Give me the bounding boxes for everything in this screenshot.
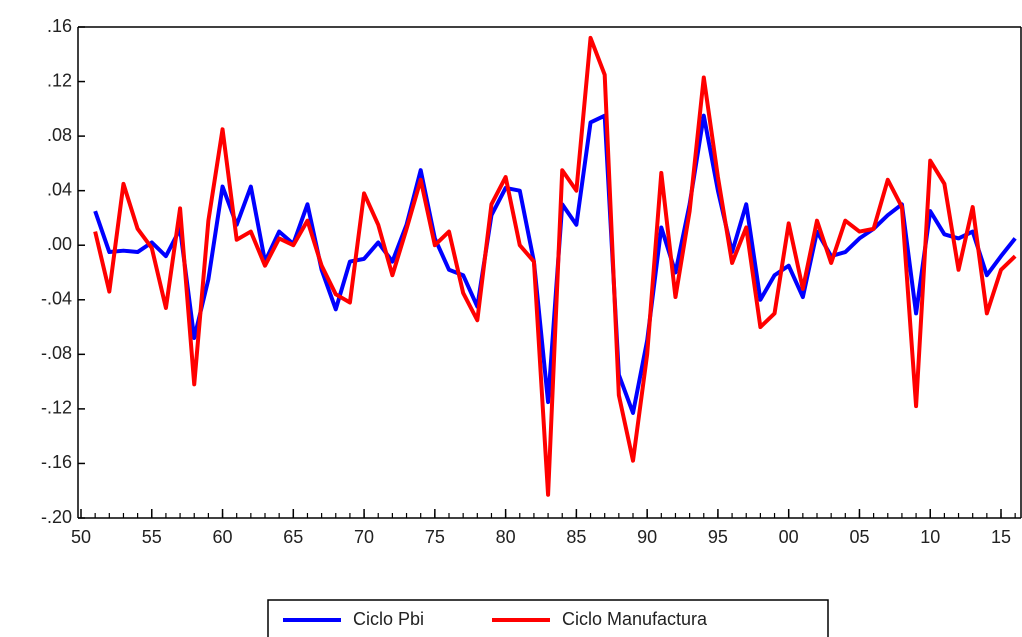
x-tick-label: 70 (354, 527, 374, 547)
x-tick-label: 15 (991, 527, 1011, 547)
y-tick-label: -.04 (41, 289, 72, 309)
y-tick-label: -.16 (41, 452, 72, 472)
x-tick-label: 85 (566, 527, 586, 547)
x-tick-label: 95 (708, 527, 728, 547)
legend-label: Ciclo Pbi (353, 609, 424, 629)
x-tick-label: 55 (142, 527, 162, 547)
plot-frame (77, 26, 1022, 519)
y-tick-label: -.12 (41, 398, 72, 418)
x-tick-label: 60 (213, 527, 233, 547)
x-tick-label: 10 (920, 527, 940, 547)
x-tick-label: 80 (496, 527, 516, 547)
x-tick-label: 50 (71, 527, 91, 547)
series-line (93, 35, 1017, 497)
legend-label: Ciclo Manufactura (562, 609, 708, 629)
x-tick-label: 90 (637, 527, 657, 547)
y-tick-label: -.20 (41, 507, 72, 527)
y-tick-label: .00 (47, 234, 72, 254)
x-tick-label: 65 (283, 527, 303, 547)
x-tick-label: 00 (779, 527, 799, 547)
x-tick-label: 75 (425, 527, 445, 547)
y-tick-label: .04 (47, 179, 72, 199)
y-tick-label: .08 (47, 125, 72, 145)
y-tick-label: .12 (47, 70, 72, 90)
x-tick-label: 05 (849, 527, 869, 547)
y-tick-label: -.08 (41, 343, 72, 363)
y-tick-label: .16 (47, 16, 72, 36)
